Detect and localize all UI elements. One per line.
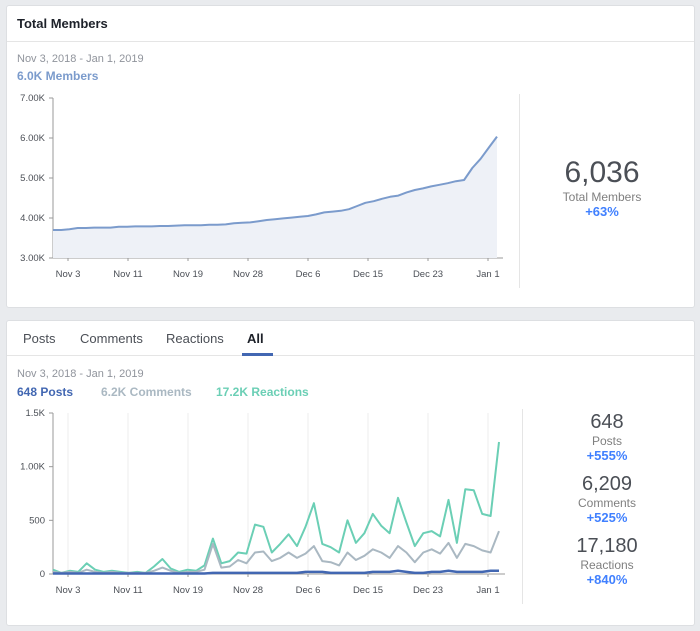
divider: [519, 94, 520, 288]
x-tick-label: Nov 19: [173, 585, 203, 596]
series-line-0: [53, 136, 498, 231]
date-range: Nov 3, 2018 - Jan 1, 2019: [17, 368, 144, 380]
x-tick-label: Nov 19: [173, 269, 203, 280]
y-tick-label: 500: [29, 515, 45, 526]
activity-card: Posts Comments Reactions All Nov 3, 2018…: [6, 320, 695, 626]
active-tab-indicator: [242, 353, 273, 356]
y-tick-label: 0: [40, 569, 45, 580]
legend-reactions: 17.2K Reactions: [216, 385, 309, 399]
stat-value: 17,180: [576, 535, 638, 557]
x-tick-label: Nov 28: [233, 269, 263, 280]
y-tick-label: 1.5K: [25, 408, 45, 419]
stat-label: Posts: [591, 434, 622, 448]
legend-posts: 648 Posts: [17, 385, 74, 399]
stat-label: Total Members: [562, 190, 642, 204]
posts-stat: 648 Posts +555%: [532, 411, 682, 463]
total-members-card: Total Members Nov 3, 2018 - Jan 1, 2019 …: [6, 5, 695, 308]
x-tick-label: Dec 15: [353, 269, 383, 280]
y-tick-label: 4.00K: [20, 213, 45, 224]
stat-percent: +525%: [586, 510, 628, 525]
stat-label: Reactions: [580, 558, 634, 572]
tab-reactions[interactable]: Reactions: [166, 331, 224, 346]
x-tick-label: Nov 11: [113, 585, 142, 596]
date-range: Nov 3, 2018 - Jan 1, 2019: [17, 53, 144, 65]
y-tick-label: 6.00K: [20, 133, 45, 144]
x-tick-label: Nov 3: [56, 585, 81, 596]
x-tick-label: Dec 23: [413, 269, 443, 280]
x-tick-label: Nov 28: [233, 585, 263, 596]
x-tick-label: Dec 23: [413, 585, 443, 596]
series-line-0: [52, 441, 500, 574]
y-tick-label: 1.00K: [20, 462, 45, 473]
stat-value: 648: [590, 411, 624, 433]
series-line-1: [52, 530, 500, 574]
tab-all[interactable]: All: [247, 331, 264, 346]
members-chart-svg: 7.00K 6.00K 5.00K 4.00K 3.00K Nov 3 Nov 11 Nov …: [20, 93, 503, 280]
x-tick-label: Nov 3: [56, 269, 81, 280]
stat-percent: +840%: [586, 572, 628, 587]
x-tick-label: Dec 6: [296, 269, 321, 280]
stat-percent: +555%: [586, 448, 628, 463]
members-stat: 6,036 Total Members +63%: [527, 156, 677, 219]
reactions-stat: 17,180 Reactions +840%: [532, 535, 682, 587]
stat-value: 6,209: [581, 473, 633, 495]
stat-label: Comments: [577, 496, 636, 510]
divider: [522, 409, 523, 604]
activity-chart-svg: 1.5K 1.00K 500 0 Nov 3 Nov 11 Nov 19 Nov 28 Dec …: [20, 408, 505, 596]
stat-percent: +63%: [585, 204, 619, 219]
comments-stat: 6,209 Comments +525%: [532, 473, 682, 525]
x-tick-label: Nov 11: [113, 269, 142, 280]
tab-comments[interactable]: Comments: [80, 331, 143, 346]
tab-bar: Posts Comments Reactions All: [7, 321, 694, 356]
legend-comments: 6.2K Comments: [101, 385, 192, 399]
x-tick-label: Dec 6: [296, 585, 321, 596]
card-title: Total Members: [7, 6, 694, 42]
members-summary: 6.0K Members: [17, 69, 99, 83]
y-tick-label: 5.00K: [20, 173, 45, 184]
stat-value: 6,036: [564, 156, 640, 189]
x-tick-label: Jan 1: [476, 269, 499, 280]
series-line-2: [53, 569, 499, 575]
series-area: [53, 136, 497, 258]
x-tick-label: Dec 15: [353, 585, 383, 596]
y-tick-label: 7.00K: [20, 93, 45, 104]
y-tick-label: 3.00K: [20, 253, 45, 264]
tab-posts[interactable]: Posts: [23, 331, 56, 346]
x-tick-label: Jan 1: [476, 585, 499, 596]
